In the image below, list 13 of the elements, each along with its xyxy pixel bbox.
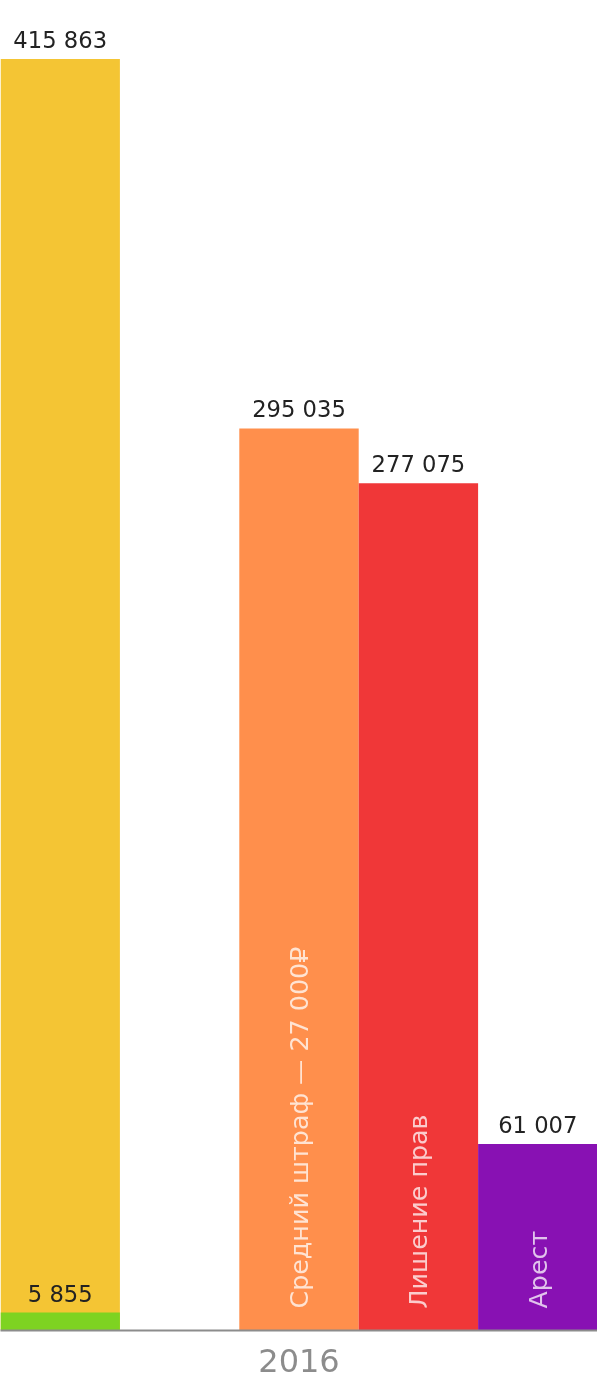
x-tick-label: Арест [522,1230,553,1309]
bar [239,428,359,1331]
x-tick-label: Лишение прав [403,1114,434,1309]
data-label: 415 863 [13,26,108,53]
x-tick-label: Средний штраф — 27 000₽ [284,946,314,1309]
data-label: 295 035 [252,396,346,423]
data-label: 5 855 [27,1280,93,1307]
bar [358,483,479,1331]
bar [478,1143,597,1331]
x-axis-title: 2016 [258,1341,340,1374]
bar [0,1312,120,1331]
data-label: 277 075 [371,451,466,478]
data-label: 61 007 [498,1111,578,1138]
